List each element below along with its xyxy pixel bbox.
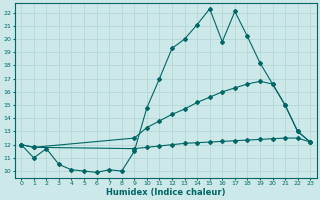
X-axis label: Humidex (Indice chaleur): Humidex (Indice chaleur) bbox=[106, 188, 226, 197]
